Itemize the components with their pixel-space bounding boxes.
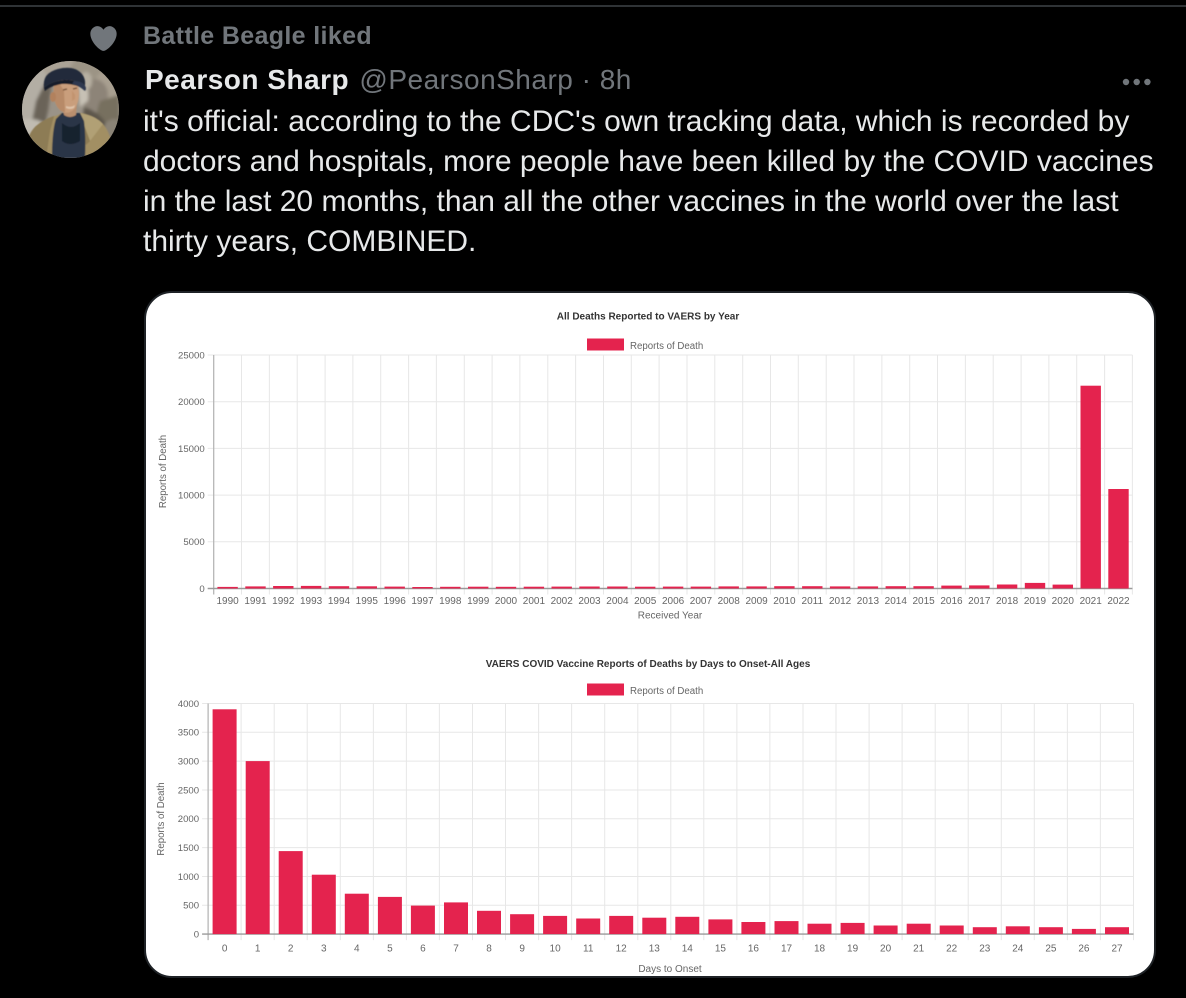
svg-text:2002: 2002 xyxy=(551,596,574,607)
svg-text:6: 6 xyxy=(420,943,426,954)
svg-text:11: 11 xyxy=(583,943,594,954)
svg-text:1997: 1997 xyxy=(411,596,434,607)
svg-text:2018: 2018 xyxy=(996,596,1019,607)
svg-text:12: 12 xyxy=(616,943,628,954)
svg-text:Received Year: Received Year xyxy=(638,610,703,621)
svg-text:2013: 2013 xyxy=(857,596,880,607)
svg-text:2014: 2014 xyxy=(885,596,908,607)
svg-text:7: 7 xyxy=(453,943,459,954)
svg-text:2: 2 xyxy=(288,943,294,954)
svg-text:26: 26 xyxy=(1078,943,1090,954)
svg-text:17: 17 xyxy=(781,943,793,954)
svg-text:2019: 2019 xyxy=(1024,596,1047,607)
svg-text:8: 8 xyxy=(486,943,492,954)
svg-text:1994: 1994 xyxy=(328,596,351,607)
svg-text:2001: 2001 xyxy=(523,596,546,607)
svg-text:2022: 2022 xyxy=(1107,596,1130,607)
svg-text:2017: 2017 xyxy=(968,596,991,607)
svg-text:5: 5 xyxy=(387,943,393,954)
svg-text:2000: 2000 xyxy=(495,596,518,607)
svg-text:Reports of Death: Reports of Death xyxy=(158,434,169,507)
svg-text:2008: 2008 xyxy=(718,596,741,607)
svg-text:1995: 1995 xyxy=(356,596,379,607)
svg-text:20000: 20000 xyxy=(178,397,205,408)
svg-text:4: 4 xyxy=(354,943,360,954)
svg-text:13: 13 xyxy=(649,943,661,954)
svg-text:1998: 1998 xyxy=(439,596,462,607)
svg-text:0: 0 xyxy=(199,583,204,594)
svg-text:1992: 1992 xyxy=(272,596,295,607)
svg-text:25000: 25000 xyxy=(178,350,205,361)
svg-text:1: 1 xyxy=(255,943,261,954)
svg-text:3500: 3500 xyxy=(178,727,199,738)
svg-text:VAERS COVID Vaccine Reports of: VAERS COVID Vaccine Reports of Deaths by… xyxy=(486,659,811,670)
svg-text:0: 0 xyxy=(222,943,228,954)
svg-text:21: 21 xyxy=(913,943,925,954)
svg-text:3000: 3000 xyxy=(178,756,199,767)
svg-text:1999: 1999 xyxy=(467,596,490,607)
svg-text:1996: 1996 xyxy=(384,596,407,607)
svg-text:10: 10 xyxy=(550,943,562,954)
svg-text:27: 27 xyxy=(1111,943,1123,954)
svg-text:15: 15 xyxy=(715,943,727,954)
svg-text:4000: 4000 xyxy=(178,698,199,709)
svg-text:15000: 15000 xyxy=(178,443,205,454)
svg-text:1000: 1000 xyxy=(178,871,199,882)
svg-text:500: 500 xyxy=(183,900,199,911)
svg-text:1991: 1991 xyxy=(244,596,267,607)
svg-text:14: 14 xyxy=(682,943,694,954)
svg-text:2000: 2000 xyxy=(178,814,199,825)
svg-text:2004: 2004 xyxy=(606,596,629,607)
svg-text:2016: 2016 xyxy=(940,596,963,607)
svg-text:2012: 2012 xyxy=(829,596,852,607)
svg-text:18: 18 xyxy=(814,943,826,954)
svg-text:All Deaths Reported to VAERS b: All Deaths Reported to VAERS by Year xyxy=(557,311,740,322)
svg-text:2009: 2009 xyxy=(745,596,768,607)
svg-text:1993: 1993 xyxy=(300,596,323,607)
svg-text:Days to Onset: Days to Onset xyxy=(638,964,702,975)
svg-text:23: 23 xyxy=(979,943,991,954)
svg-text:Reports of Death: Reports of Death xyxy=(630,341,703,352)
svg-text:2021: 2021 xyxy=(1080,596,1103,607)
svg-text:3: 3 xyxy=(321,943,327,954)
svg-text:25: 25 xyxy=(1045,943,1057,954)
svg-text:2020: 2020 xyxy=(1052,596,1075,607)
svg-text:2003: 2003 xyxy=(578,596,601,607)
svg-text:10000: 10000 xyxy=(178,490,205,501)
svg-text:1500: 1500 xyxy=(178,843,199,854)
svg-text:2015: 2015 xyxy=(912,596,935,607)
svg-text:2500: 2500 xyxy=(178,785,199,796)
svg-text:2006: 2006 xyxy=(662,596,685,607)
svg-text:9: 9 xyxy=(519,943,525,954)
svg-text:2007: 2007 xyxy=(690,596,713,607)
svg-text:0: 0 xyxy=(194,929,199,940)
svg-text:2011: 2011 xyxy=(802,596,824,607)
svg-text:16: 16 xyxy=(748,943,760,954)
svg-text:2005: 2005 xyxy=(634,596,657,607)
svg-text:5000: 5000 xyxy=(183,537,204,548)
svg-text:20: 20 xyxy=(880,943,892,954)
svg-text:19: 19 xyxy=(847,943,859,954)
svg-text:22: 22 xyxy=(946,943,958,954)
svg-text:1990: 1990 xyxy=(216,596,239,607)
svg-text:2010: 2010 xyxy=(773,596,796,607)
svg-text:24: 24 xyxy=(1012,943,1024,954)
svg-text:Reports of Death: Reports of Death xyxy=(630,686,703,697)
svg-text:Reports of Death: Reports of Death xyxy=(156,782,167,855)
